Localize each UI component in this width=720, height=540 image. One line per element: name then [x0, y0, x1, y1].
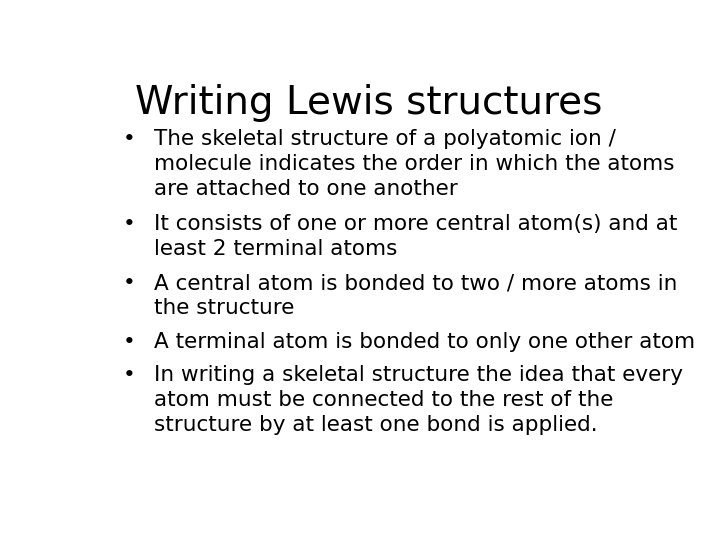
Text: •: • [122, 366, 135, 386]
Text: •: • [122, 273, 135, 293]
Text: •: • [122, 214, 135, 234]
Text: A central atom is bonded to two / more atoms in
the structure: A central atom is bonded to two / more a… [154, 273, 678, 318]
Text: The skeletal structure of a polyatomic ion /
molecule indicates the order in whi: The skeletal structure of a polyatomic i… [154, 129, 675, 199]
Text: It consists of one or more central atom(s) and at
least 2 terminal atoms: It consists of one or more central atom(… [154, 214, 678, 259]
Text: In writing a skeletal structure the idea that every
atom must be connected to th: In writing a skeletal structure the idea… [154, 366, 683, 435]
Text: Writing Lewis structures: Writing Lewis structures [135, 84, 603, 122]
Text: •: • [122, 332, 135, 352]
Text: A terminal atom is bonded to only one other atom: A terminal atom is bonded to only one ot… [154, 332, 696, 352]
Text: •: • [122, 129, 135, 149]
